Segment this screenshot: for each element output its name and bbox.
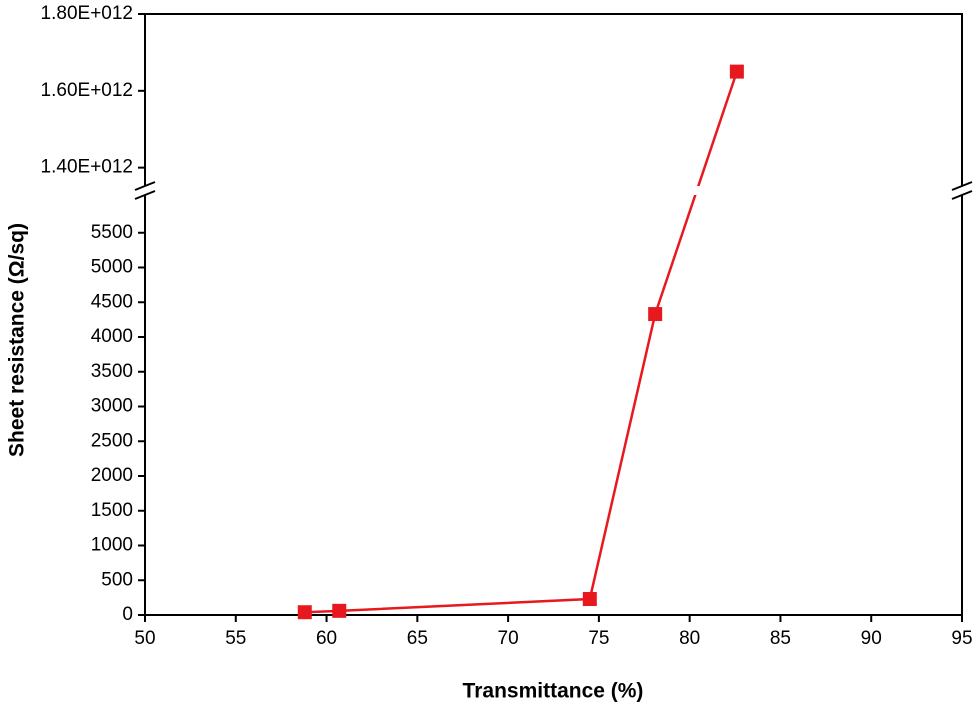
marker	[297, 605, 312, 620]
y-tick-label: 5000	[91, 257, 133, 278]
axis-break-slash	[134, 181, 156, 191]
axis-break-slash	[951, 190, 973, 200]
y-tick-label: 4500	[91, 291, 133, 312]
axis-break-gap	[120, 186, 980, 195]
y-tick-label: 3000	[91, 396, 133, 417]
x-axis-label: Transmittance (%)	[463, 680, 644, 703]
x-tick-label: 60	[316, 628, 337, 649]
x-tick-label: 95	[951, 628, 972, 649]
y-tick-label: 1500	[91, 500, 133, 521]
y-tick-label: 5500	[91, 222, 133, 243]
x-tick-label: 65	[407, 628, 428, 649]
y-tick-label: 2000	[91, 465, 133, 486]
marker	[582, 592, 597, 607]
x-tick-label: 50	[134, 628, 155, 649]
axis-break-slash	[134, 190, 156, 200]
marker	[729, 64, 744, 79]
y-axis-label: Sheet resistance (Ω/sq)	[6, 223, 29, 457]
x-tick-label: 55	[225, 628, 246, 649]
y-tick-label: 4000	[91, 326, 133, 347]
y-tick-label: 1.80E+012	[41, 3, 133, 24]
marker	[332, 603, 347, 618]
plot-frame	[144, 13, 963, 616]
marker	[648, 307, 663, 322]
series-line	[304, 71, 739, 614]
y-tick-label: 1000	[91, 535, 133, 556]
y-tick-label: 500	[101, 569, 133, 590]
x-tick-label: 75	[588, 628, 609, 649]
axis-break-slash	[951, 181, 973, 191]
x-tick-label: 80	[679, 628, 700, 649]
y-tick-label: 1.60E+012	[41, 80, 133, 101]
x-tick-label: 90	[861, 628, 882, 649]
y-tick-label: 3500	[91, 361, 133, 382]
x-tick-label: 70	[498, 628, 519, 649]
y-tick-label: 0	[122, 604, 133, 625]
y-tick-label: 1.40E+012	[41, 157, 133, 178]
x-tick-label: 85	[770, 628, 791, 649]
y-tick-label: 2500	[91, 430, 133, 451]
